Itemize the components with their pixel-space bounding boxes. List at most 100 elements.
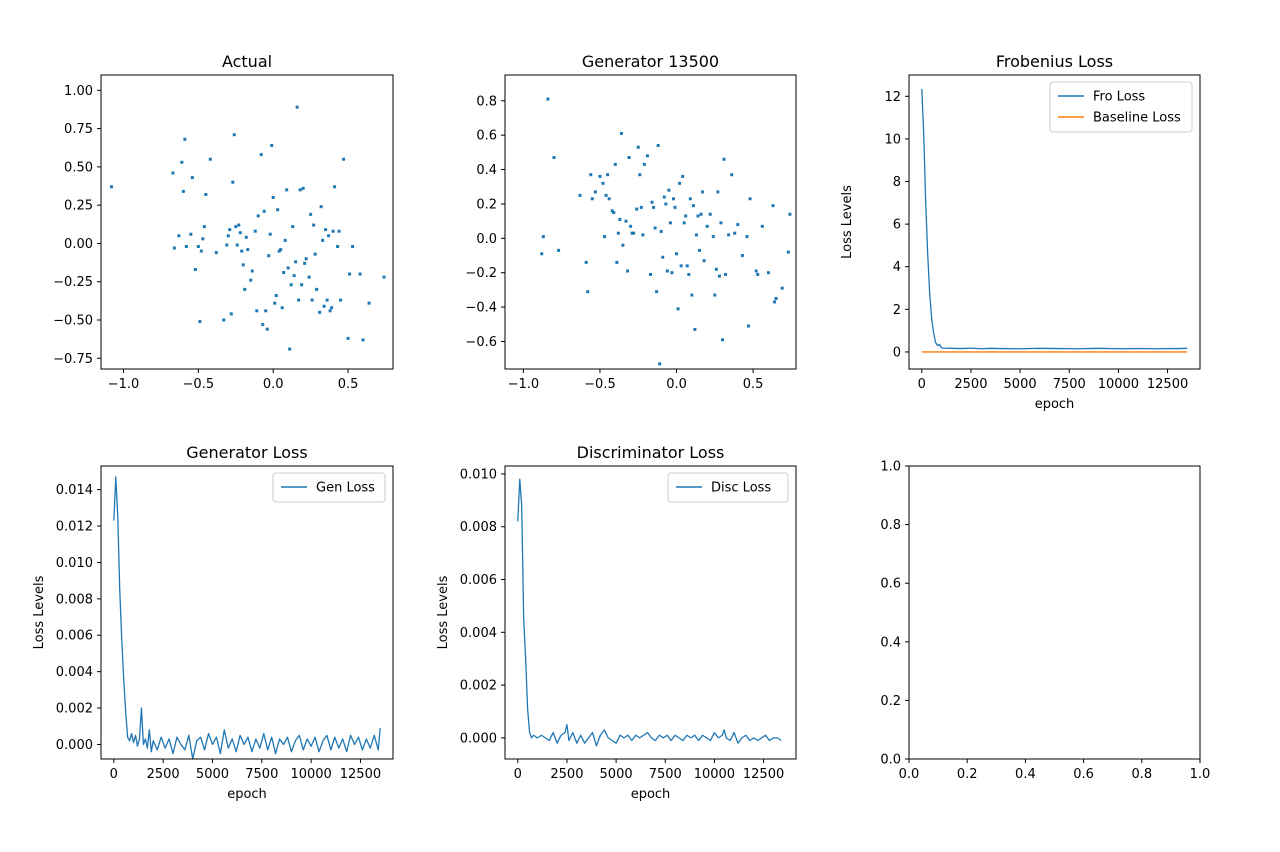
series-line-1 [113,476,381,759]
scatter-point [586,290,590,294]
scatter-point [190,176,194,180]
scatter-point [629,224,633,228]
legend-label: Gen Loss [316,481,375,496]
scatter-point [601,181,605,185]
scatter-point [225,243,229,247]
scatter-point [756,272,760,276]
legend: Gen Loss [272,472,386,503]
scatter-point [240,249,244,253]
axes-frame [908,74,1201,370]
x-tick-label: 12500 [743,767,784,782]
scatter-point [642,162,646,166]
y-tick-label: −0.50 [53,314,93,329]
scatter-point [720,338,724,342]
x-tick-label: 2500 [550,767,583,782]
scatter-point [109,185,113,189]
scatter-point [540,252,544,256]
scatter-point [747,324,751,328]
scatter-point [181,189,185,193]
y-tick-label: 0.008 [56,592,93,607]
x-tick-label: 0.4 [1015,767,1036,782]
scatter-point [303,261,307,265]
scatter-point [183,137,187,141]
scatter-point [684,214,688,218]
chart-title: Generator Loss [186,443,307,462]
scatter-point [780,286,784,290]
x-tick-label: −0.5 [183,377,215,392]
y-tick-label: −0.4 [465,301,497,316]
scatter-point [650,200,654,204]
scatter-point [342,157,346,161]
scatter-point [202,225,206,229]
x-tick-label: −0.5 [584,377,616,392]
scatter-point [603,235,607,239]
scatter-point [593,190,597,194]
scatter-point [328,309,332,313]
scatter-point [639,205,643,209]
y-tick-label: −0.25 [53,275,93,290]
scatter-point [745,235,749,239]
scatter-point [276,208,280,212]
y-tick-label: 0.010 [56,556,93,571]
scatter-point [228,228,232,232]
scatter-point [180,160,184,164]
series-line-1 [517,478,782,747]
scatter-point [337,229,341,233]
x-tick-label: 2500 [147,767,180,782]
scatter-point [691,204,695,208]
scatter-point [722,157,726,161]
scatter-point [256,214,260,218]
scatter-point [232,133,236,137]
scatter-point [297,298,301,302]
scatter-point [282,271,286,275]
y-tick-label: 0.2 [476,197,497,212]
subplot-fro: Frobenius Loss 0 2500 5000 7500 10000 12500 0 2 4… [840,52,1201,412]
y-tick-label: 0.004 [56,665,93,680]
x-tick-label: 7500 [245,767,278,782]
scatter-point [612,211,616,215]
scatter-point [665,269,669,273]
y-tick-label: −0.6 [465,335,497,350]
x-tick-label: 12500 [1147,377,1188,392]
scatter-point [315,287,319,291]
x-tick-label: 10000 [290,767,331,782]
scatter-point [724,272,728,276]
legend-box [1049,81,1193,133]
x-axis-label: epoch [631,787,671,802]
scatter-point [238,231,242,235]
y-tick-label: 0.010 [460,467,497,482]
scatter-point [235,243,239,247]
plot-area [109,105,386,351]
scatter-point [662,195,666,199]
scatter-point [241,263,245,267]
scatter-point [267,254,271,258]
scatter-point [301,186,305,190]
y-tick-label: 0.0 [880,753,901,768]
scatter-point [196,245,200,248]
scatter-point [193,267,197,271]
scatter-point [687,272,691,276]
scatter-point [351,245,355,248]
x-tick-label: 10000 [694,767,735,782]
scatter-point [610,209,614,213]
y-tick-label: 0.6 [880,577,901,592]
scatter-point [312,223,316,227]
scatter-point [171,171,175,175]
y-axis-label: Loss Levels [32,575,47,649]
y-tick-label: 0.4 [476,163,497,178]
scatter-point [285,188,289,192]
x-tick-label: 0.0 [666,377,687,392]
scatter-point [283,238,287,242]
scatter-point [641,233,645,237]
scatter-point [771,204,775,208]
scatter-point [541,235,545,239]
scatter-point [361,338,365,342]
y-tick-label: 0.002 [460,679,497,694]
chart-title: Generator 13500 [582,52,719,71]
scatter-point [668,221,672,225]
scatter-point [331,229,335,233]
scatter-point [246,248,250,252]
x-tick-label: 0.5 [743,377,764,392]
scatter-point [698,248,702,252]
y-tick-label: 0 [893,345,901,360]
